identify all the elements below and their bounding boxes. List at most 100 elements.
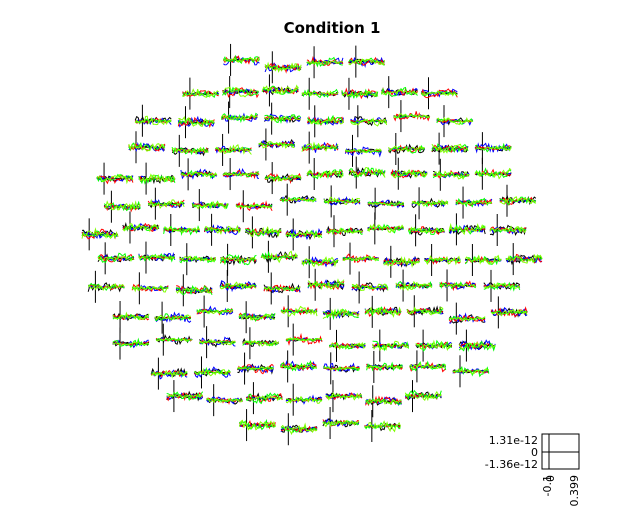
sensor-trace [199,339,236,345]
scale-x-tick-end: 0.399 [568,475,581,507]
sensor-trace [261,84,299,95]
sensor-trace [237,366,274,371]
sensor-trace [238,419,276,430]
sensor-panel [432,158,470,191]
sensor-trace [128,142,166,152]
sensor-panel [238,409,276,442]
sensor-trace [342,255,379,262]
sensor-trace [171,148,209,155]
sensor-trace [393,113,431,119]
sensor-trace [222,86,259,96]
sensor-trace [176,284,213,294]
sensor-trace [409,362,447,370]
sensor-trace [178,116,215,127]
sensor-trace [246,393,283,403]
sensor-panel [220,101,258,134]
sensor-panel [238,301,276,334]
sensor-panel [341,77,379,110]
sensor-trace [96,173,134,185]
sensor-trace [280,305,318,317]
sensor-trace [341,90,379,98]
sensor-trace [260,250,298,261]
sensor-panel [258,128,296,161]
sensor-trace [372,340,410,352]
sensor-trace [388,144,426,154]
sensor-trace [455,197,493,208]
sensor-panel [122,211,160,244]
sensor-trace [246,392,283,405]
sensor-trace [280,360,317,372]
sensor-trace [408,226,445,234]
sensor-trace [328,341,366,350]
sensor-panel [103,190,141,223]
sensor-trace [219,254,257,266]
sensor-panel [474,157,512,190]
sensor-trace [154,313,192,322]
sensor-panel [261,74,299,107]
sensor-panel [180,158,218,191]
sensor-trace [103,203,141,210]
sensor-trace [449,312,486,324]
sensor-trace [236,363,274,375]
sensor-trace [342,256,380,262]
sensor-trace [452,366,490,378]
sensor-trace [196,308,234,315]
sensor-trace [348,166,386,179]
sensor-panel [490,296,528,329]
sensor-trace [348,166,386,178]
sensor-trace [180,171,217,177]
sensor-panel [155,323,193,356]
sensor-trace [306,56,343,68]
sensor-trace [155,337,193,342]
sensor-panel [171,134,209,167]
sensor-trace [404,390,442,402]
sensor-trace [464,254,502,266]
sensor-trace [411,200,449,208]
sensor-trace [112,314,150,321]
sensor-trace [128,143,166,152]
sensor-panel [138,241,176,274]
sensor-panel [222,76,259,109]
sensor-trace [96,174,134,185]
sensor-panel [388,133,426,166]
sensor-trace [194,367,231,377]
sensor-panel [175,274,213,307]
sensor-trace [325,392,362,401]
sensor-trace [221,114,258,121]
sensor-trace [326,227,363,235]
sensor-panel [203,213,241,246]
sensor-trace [301,256,339,268]
sensor-trace [220,254,257,266]
sensor-trace [97,252,135,263]
sensor-trace [367,223,404,234]
sensor-trace [264,61,302,73]
sensor-panel [81,218,119,251]
sensor-panel [264,162,302,195]
sensor-trace [280,360,317,372]
sensor-trace [192,200,229,210]
sensor-trace [122,222,160,232]
sensor-panel [307,105,344,138]
scale-x-tick-zero: 0 [544,475,557,482]
sensor-panel [182,77,220,110]
sensor-panel [489,213,527,246]
sensor-panel [96,162,134,195]
sensor-panel [279,183,317,216]
sensor-trace [323,365,360,372]
sensor-trace [166,390,204,402]
sensor-trace [122,223,160,233]
sensor-trace [421,90,458,97]
sensor-trace [458,341,496,350]
sensor-panel [219,269,257,302]
sensor-panel [236,352,274,385]
sensor-panel [406,295,444,328]
sensor-trace [367,202,404,206]
sensor-trace [87,283,125,292]
sensor-trace [235,203,273,209]
sensor-trace [350,116,388,127]
sensor-trace [215,147,252,153]
sensor-trace [285,337,323,342]
sensor-trace [222,171,260,176]
sensor-trace [223,57,260,63]
sensor-trace [245,395,283,401]
